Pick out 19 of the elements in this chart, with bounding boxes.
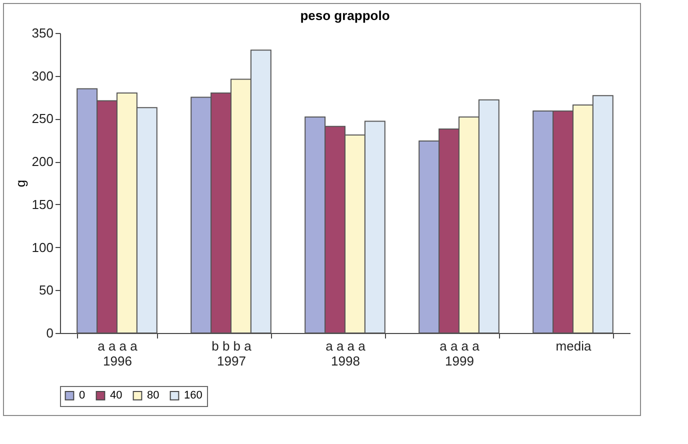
- y-tick-label: 350: [32, 26, 54, 40]
- legend-label: 160: [184, 390, 202, 402]
- x-tick-label: b b b a 1997: [212, 338, 252, 368]
- legend-label: 0: [79, 390, 86, 402]
- legend-label: 40: [110, 390, 122, 402]
- x-tick-label: media: [556, 338, 592, 354]
- x-tick-label: a a a a 1998: [326, 338, 366, 368]
- y-tick-label: 50: [39, 282, 54, 298]
- y-tick-label: 300: [32, 68, 54, 84]
- y-tick-label: 200: [32, 154, 54, 170]
- y-tick-label: 150: [32, 196, 54, 212]
- chart-title: peso grappolo: [300, 8, 390, 23]
- legend-label: 80: [147, 390, 160, 402]
- y-tick-label: 100: [32, 240, 54, 255]
- y-tick-label: 0: [46, 326, 54, 340]
- x-tick-label: a a a a 1999: [440, 338, 480, 368]
- y-tick-label: 250: [32, 111, 54, 126]
- y-axis-title: g: [12, 180, 28, 188]
- x-tick-label: a a a a 1996: [98, 338, 138, 368]
